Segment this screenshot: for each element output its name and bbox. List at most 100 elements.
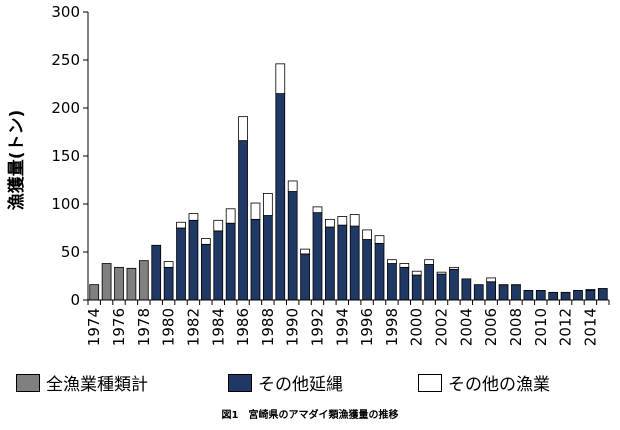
bar-longline (238, 140, 248, 301)
bar-other-fisheries (312, 206, 323, 214)
x-tick-label: 1998 (383, 308, 401, 346)
bar-other-fisheries (387, 259, 397, 264)
bar-longline (225, 222, 236, 301)
legend-item-other-fisheries: その他の漁業 (418, 370, 550, 395)
bar-other-fisheries (238, 116, 248, 142)
bar-all-fisheries (89, 284, 100, 301)
bar-longline (523, 289, 534, 301)
x-tick-label: 2008 (507, 308, 525, 346)
bar-longline (151, 244, 162, 301)
x-tick-label: 1976 (110, 308, 128, 346)
x-tick-label: 1986 (234, 308, 252, 346)
bar-other-fisheries (436, 271, 447, 275)
bar-other-fisheries (200, 238, 211, 245)
legend-label-longline: その他延縄 (258, 375, 343, 395)
bar-other-fisheries (362, 229, 372, 240)
bar-all-fisheries (114, 266, 124, 301)
bars (89, 63, 608, 301)
bar-longline (325, 226, 335, 301)
x-tick-label: 1980 (160, 308, 178, 346)
y-tick-label: 150 (51, 147, 80, 165)
bar-longline (387, 263, 397, 301)
bar-other-fisheries (399, 263, 410, 268)
bar-other-fisheries (188, 213, 199, 221)
y-tick-label: 250 (51, 51, 80, 69)
bar-other-fisheries (213, 219, 224, 232)
bar-longline (176, 227, 186, 301)
bar-longline (498, 285, 509, 301)
bar-longline (535, 289, 546, 301)
x-tick-label: 2002 (433, 308, 451, 346)
bar-other-fisheries (325, 218, 335, 228)
bar-longline (424, 264, 434, 301)
bar-longline (250, 218, 261, 301)
x-tick-label: 2012 (557, 308, 575, 346)
bar-longline (461, 278, 472, 301)
bar-longline (374, 242, 385, 301)
figure-caption: 図1 宮崎県のアマダイ類漁獲量の推移 (221, 410, 399, 421)
bar-other-fisheries (498, 284, 509, 287)
bar-longline (163, 266, 174, 301)
y-tick-label: 50 (61, 243, 80, 261)
x-tick-label: 2010 (532, 308, 550, 346)
bar-other-fisheries (349, 214, 360, 227)
bar-all-fisheries (101, 263, 112, 301)
legend-swatch-all-fisheries (16, 373, 40, 392)
bar-longline (275, 93, 286, 301)
bar-longline (337, 224, 348, 301)
x-tick-label: 1974 (85, 308, 103, 346)
legend: 全漁業種類計 その他延縄 その他の漁業 (0, 370, 620, 398)
legend-swatch-other-fisheries (418, 373, 442, 392)
x-tick-label: 1988 (259, 308, 277, 346)
bar-other-fisheries (163, 261, 174, 268)
bar-other-fisheries (275, 63, 286, 95)
bar-longline (349, 225, 360, 301)
x-tick-label: 1978 (135, 308, 153, 346)
bar-longline (399, 266, 410, 301)
bar-all-fisheries (138, 260, 149, 301)
bar-longline (473, 284, 484, 301)
bar-longline (312, 212, 323, 301)
x-tick-label: 1994 (333, 308, 351, 346)
bar-longline (597, 288, 608, 301)
bar-longline (213, 230, 224, 301)
bar-longline (548, 291, 559, 301)
bar-other-fisheries (337, 216, 348, 226)
y-tick-label: 200 (51, 99, 80, 117)
bar-longline (436, 273, 447, 301)
legend-item-longline: その他延縄 (228, 370, 343, 395)
bar-longline (511, 285, 521, 301)
x-tick-label: 1996 (358, 308, 376, 346)
legend-item-all-fisheries: 全漁業種類計 (16, 370, 148, 395)
bar-longline (287, 191, 298, 301)
bar-other-fisheries (486, 277, 497, 283)
bar-longline (560, 291, 571, 301)
bar-other-fisheries (449, 266, 459, 270)
bar-other-fisheries (374, 235, 385, 244)
x-tick-label: 2006 (482, 308, 500, 346)
bar-other-fisheries (176, 221, 186, 229)
bar-other-fisheries (263, 193, 273, 216)
y-tick-label: 0 (70, 291, 80, 309)
legend-swatch-longline (228, 373, 252, 392)
x-tick-label: 1990 (284, 308, 302, 346)
legend-label-all-fisheries: 全漁業種類計 (46, 375, 148, 395)
bar-longline (573, 289, 583, 301)
bar-longline (300, 253, 310, 301)
bar-longline (263, 215, 273, 301)
bar-other-fisheries (511, 284, 521, 287)
bar-longline (362, 239, 372, 301)
bar-longline (449, 268, 459, 301)
y-axis: 0 50 100 150 200 250 300 (51, 3, 89, 309)
x-tick-label: 2014 (581, 308, 599, 346)
x-tick-label: 2000 (408, 308, 426, 346)
y-tick-label: 300 (51, 3, 80, 21)
bar-other-fisheries (225, 208, 236, 224)
x-tick-label: 1984 (209, 308, 227, 346)
bar-other-fisheries (250, 202, 261, 220)
bar-longline (200, 243, 211, 301)
bar-longline (585, 289, 596, 301)
x-tick-label: 1982 (184, 308, 202, 346)
bar-all-fisheries (126, 267, 137, 301)
